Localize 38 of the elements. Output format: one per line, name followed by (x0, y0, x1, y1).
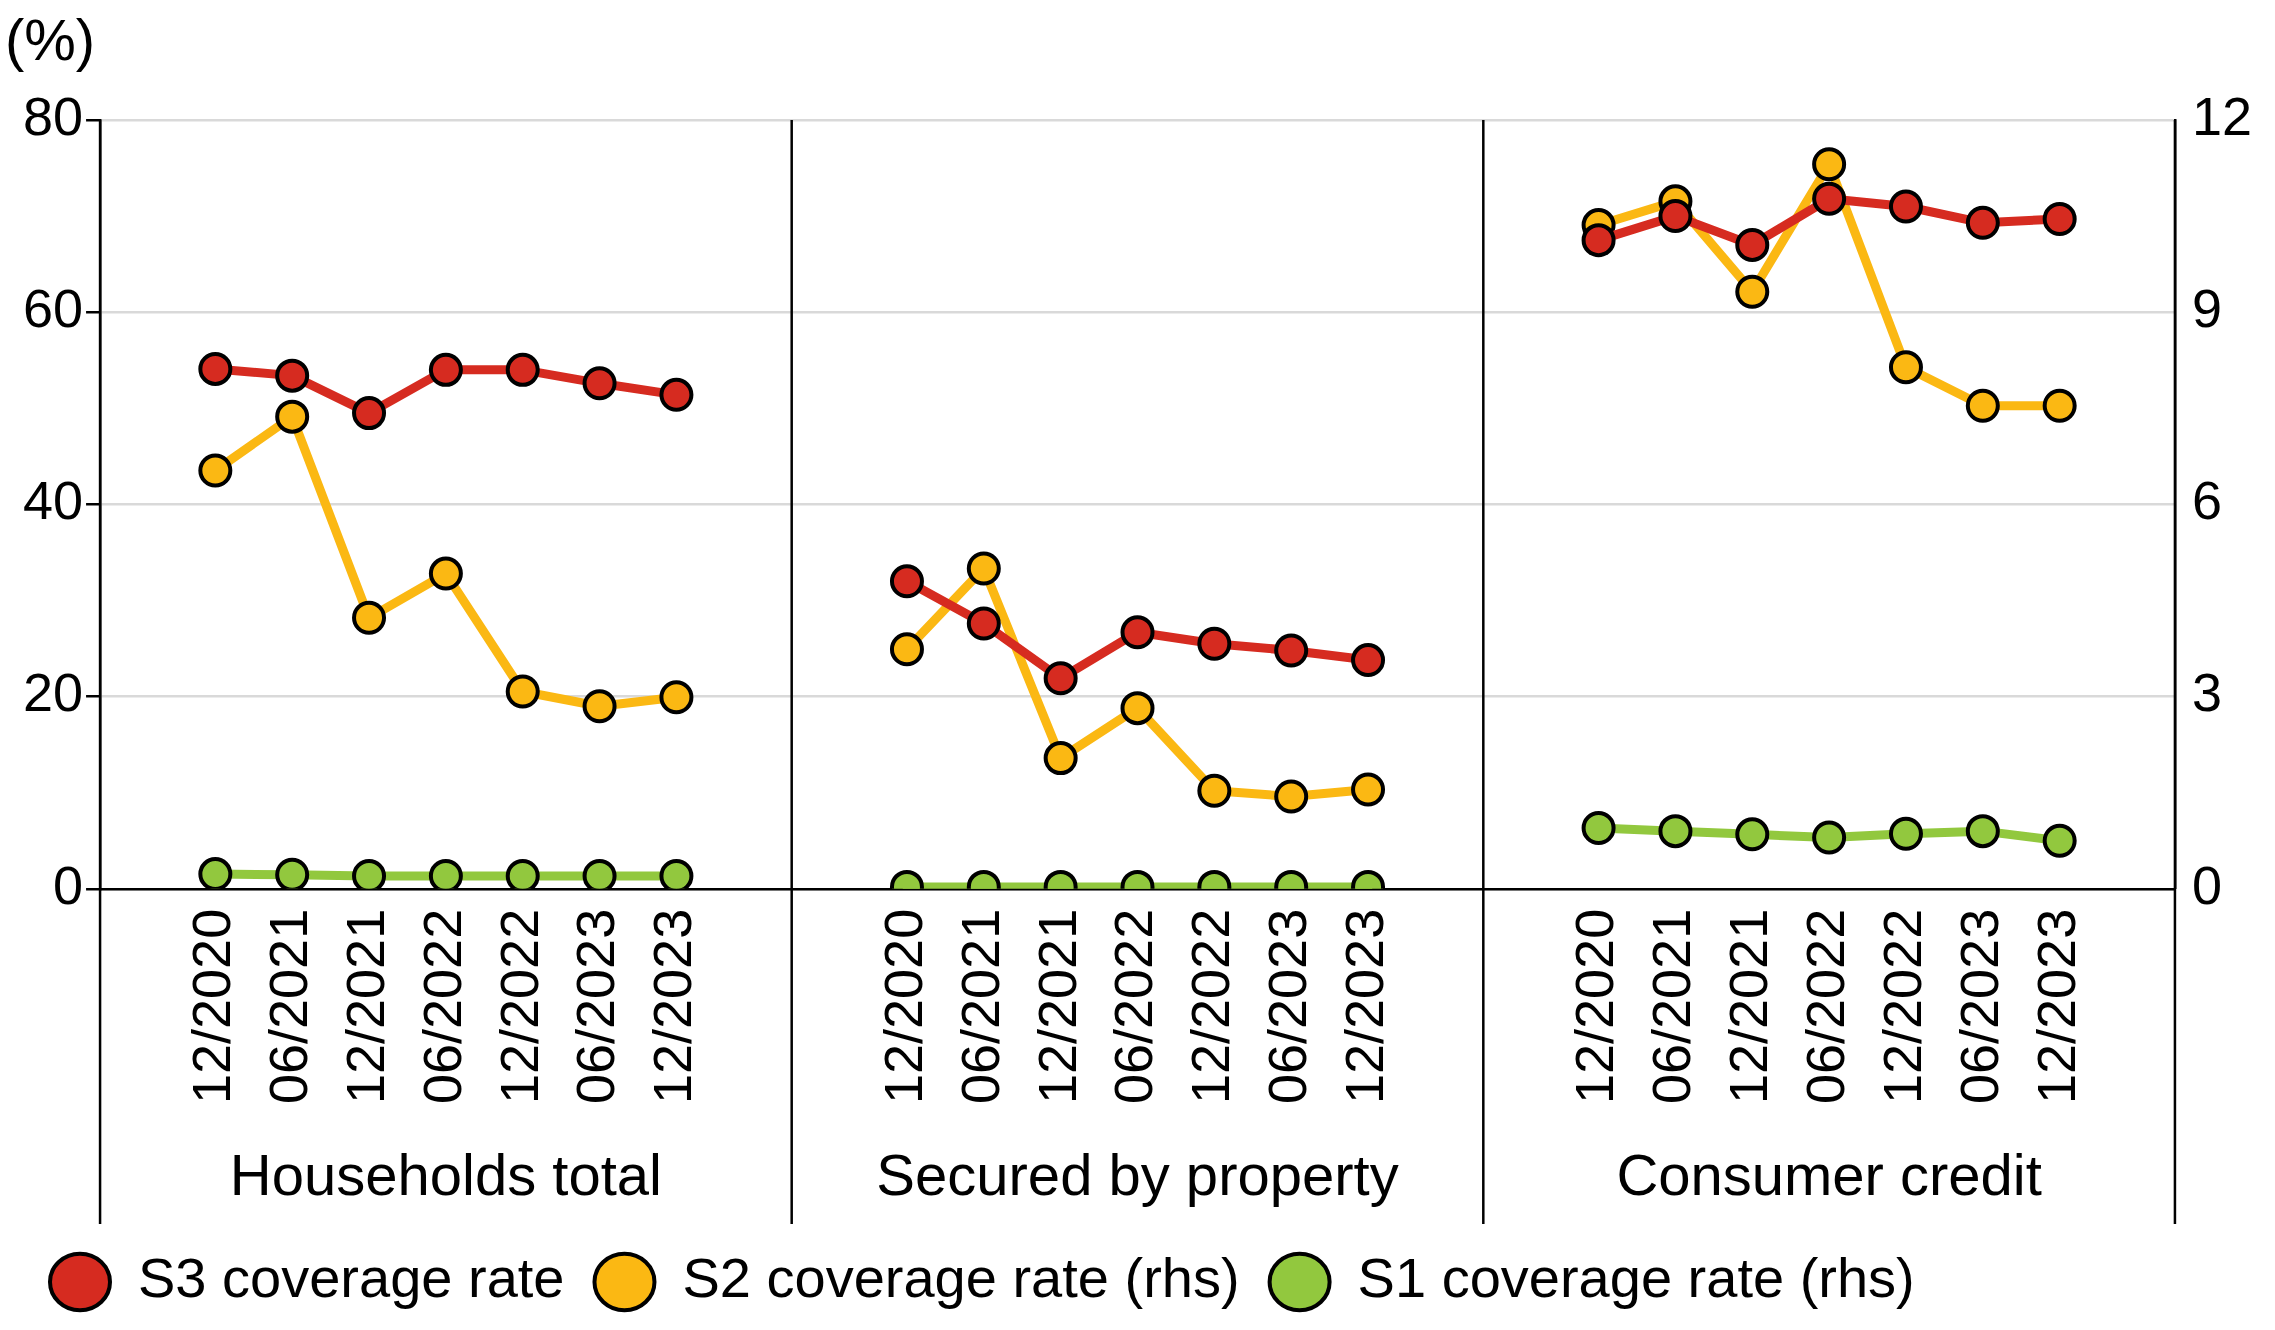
y2-tick-label: 12 (2191, 85, 2253, 146)
x-tick-label: 12/2023 (2025, 908, 2086, 1105)
legend-label: S3 coverage rate (138, 1246, 565, 1310)
x-tick-label: 12/2023 (642, 908, 703, 1105)
x-tick-label: 06/2023 (1257, 908, 1318, 1105)
text: Secured by property (876, 1142, 1399, 1207)
y2-tick-label: 3 (2191, 662, 2222, 723)
x-tick-label: 06/2023 (1948, 908, 2009, 1105)
text: Households total (229, 1142, 662, 1207)
y-tick-label: 40 (22, 470, 84, 531)
y-tick-label: 60 (22, 278, 84, 339)
x-tick-label: 12/2022 (1180, 908, 1241, 1105)
x-tick-label: 12/2020 (1564, 908, 1625, 1105)
legend-label: S1 coverage rate (rhs) (1357, 1246, 1915, 1310)
x-tick-label: 06/2023 (565, 908, 626, 1105)
text: Consumer credit (1616, 1142, 2042, 1207)
x-tick-label: 12/2022 (488, 908, 549, 1105)
x-tick-label: 06/2021 (258, 908, 319, 1105)
y2-tick-label: 0 (2191, 854, 2222, 915)
x-tick-label: 12/2021 (1718, 908, 1779, 1105)
legend-label: S2 coverage rate (rhs) (682, 1246, 1240, 1310)
x-tick-label: 12/2022 (1871, 908, 1932, 1105)
x-tick-label: 06/2021 (949, 908, 1010, 1105)
x-tick-label: 06/2022 (411, 908, 472, 1105)
y-axis-title: (%) (4, 7, 96, 72)
x-tick-label: 06/2022 (1795, 908, 1856, 1105)
y-tick-label: 20 (22, 662, 84, 723)
y-tick-label: 0 (53, 854, 84, 915)
x-tick-label: 12/2023 (1333, 908, 1394, 1105)
x-tick-label: 12/2020 (181, 908, 242, 1105)
x-tick-label: 12/2020 (872, 908, 933, 1105)
y2-tick-label: 9 (2191, 278, 2222, 339)
y-tick-label: 80 (22, 85, 84, 146)
x-tick-label: 06/2022 (1103, 908, 1164, 1105)
x-tick-label: 12/2021 (1026, 908, 1087, 1105)
x-tick-label: 12/2021 (334, 908, 395, 1105)
y2-tick-label: 6 (2191, 470, 2222, 531)
x-tick-label: 06/2021 (1641, 908, 1702, 1105)
